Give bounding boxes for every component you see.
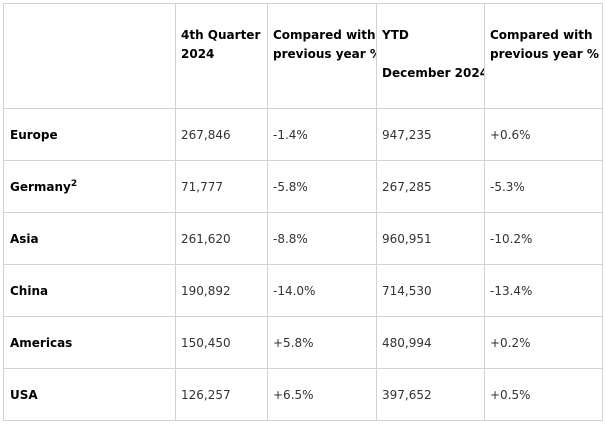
ytd-value-cell: 960,951 [376, 212, 485, 265]
table-row: USA 126,257 +6.5% 397,652 +0.5% [3, 368, 603, 421]
ytd-change-cell: -5.3% [484, 160, 603, 213]
q4-change-cell: +5.8% [267, 316, 377, 369]
header-q4-line2: 2024 [181, 47, 215, 61]
q4-change-cell: -14.0% [267, 264, 377, 317]
region-name: Germany [10, 179, 71, 194]
header-q4: 4th Quarter 2024 [175, 3, 268, 109]
q4-value-cell: 126,257 [175, 368, 268, 421]
region-cell: Europe [3, 108, 176, 161]
table-row: Americas 150,450 +5.8% 480,994 +0.2% [3, 316, 603, 369]
header-ytd-change: Compared with previous year % [484, 3, 603, 109]
table-row: Europe 267,846 -1.4% 947,235 +0.6% [3, 108, 603, 161]
sales-table-container: 4th Quarter 2024 Compared with previous … [3, 3, 603, 421]
q4-value-cell: 71,777 [175, 160, 268, 213]
header-q4-change-line1: Compared with [273, 28, 376, 42]
ytd-value-cell: 480,994 [376, 316, 485, 369]
sales-table: 4th Quarter 2024 Compared with previous … [3, 3, 603, 421]
ytd-value-cell: 267,285 [376, 160, 485, 213]
q4-change-cell: +6.5% [267, 368, 377, 421]
q4-value-cell: 267,846 [175, 108, 268, 161]
region-cell: China [3, 264, 176, 317]
header-q4-change-line2: previous year % [273, 47, 377, 61]
region-name: Europe [10, 127, 58, 142]
ytd-change-cell: +0.6% [484, 108, 603, 161]
table-header-row: 4th Quarter 2024 Compared with previous … [3, 3, 603, 109]
region-name: Americas [10, 335, 73, 350]
ytd-value-cell: 947,235 [376, 108, 485, 161]
ytd-change-cell: -10.2% [484, 212, 603, 265]
header-ytd-change-line1: Compared with [490, 28, 593, 42]
region-cell: Americas [3, 316, 176, 369]
ytd-value-cell: 397,652 [376, 368, 485, 421]
q4-change-cell: -8.8% [267, 212, 377, 265]
q4-value-cell: 261,620 [175, 212, 268, 265]
header-ytd-line2: December 2024 [382, 66, 485, 80]
q4-value-cell: 190,892 [175, 264, 268, 317]
table-row: China 190,892 -14.0% 714,530 -13.4% [3, 264, 603, 317]
header-region [3, 3, 176, 109]
header-ytd-change-line2: previous year % [490, 47, 599, 61]
header-q4-line1: 4th Quarter [181, 28, 261, 42]
header-q4-change: Compared with previous year % [267, 3, 377, 109]
ytd-value-cell: 714,530 [376, 264, 485, 317]
footnote-marker: 2 [70, 178, 78, 189]
q4-change-cell: -5.8% [267, 160, 377, 213]
q4-value-cell: 150,450 [175, 316, 268, 369]
region-name: China [10, 283, 49, 298]
header-ytd-line1: YTD [382, 28, 409, 42]
q4-change-cell: -1.4% [267, 108, 377, 161]
region-cell: USA [3, 368, 176, 421]
table-row: Asia 261,620 -8.8% 960,951 -10.2% [3, 212, 603, 265]
region-name: USA [10, 387, 38, 402]
ytd-change-cell: +0.5% [484, 368, 603, 421]
region-cell: Germany2 [3, 160, 176, 213]
ytd-change-cell: -13.4% [484, 264, 603, 317]
region-cell: Asia [3, 212, 176, 265]
ytd-change-cell: +0.2% [484, 316, 603, 369]
region-name: Asia [10, 231, 39, 246]
header-ytd: YTD December 2024 [376, 3, 485, 109]
table-row: Germany2 71,777 -5.8% 267,285 -5.3% [3, 160, 603, 213]
